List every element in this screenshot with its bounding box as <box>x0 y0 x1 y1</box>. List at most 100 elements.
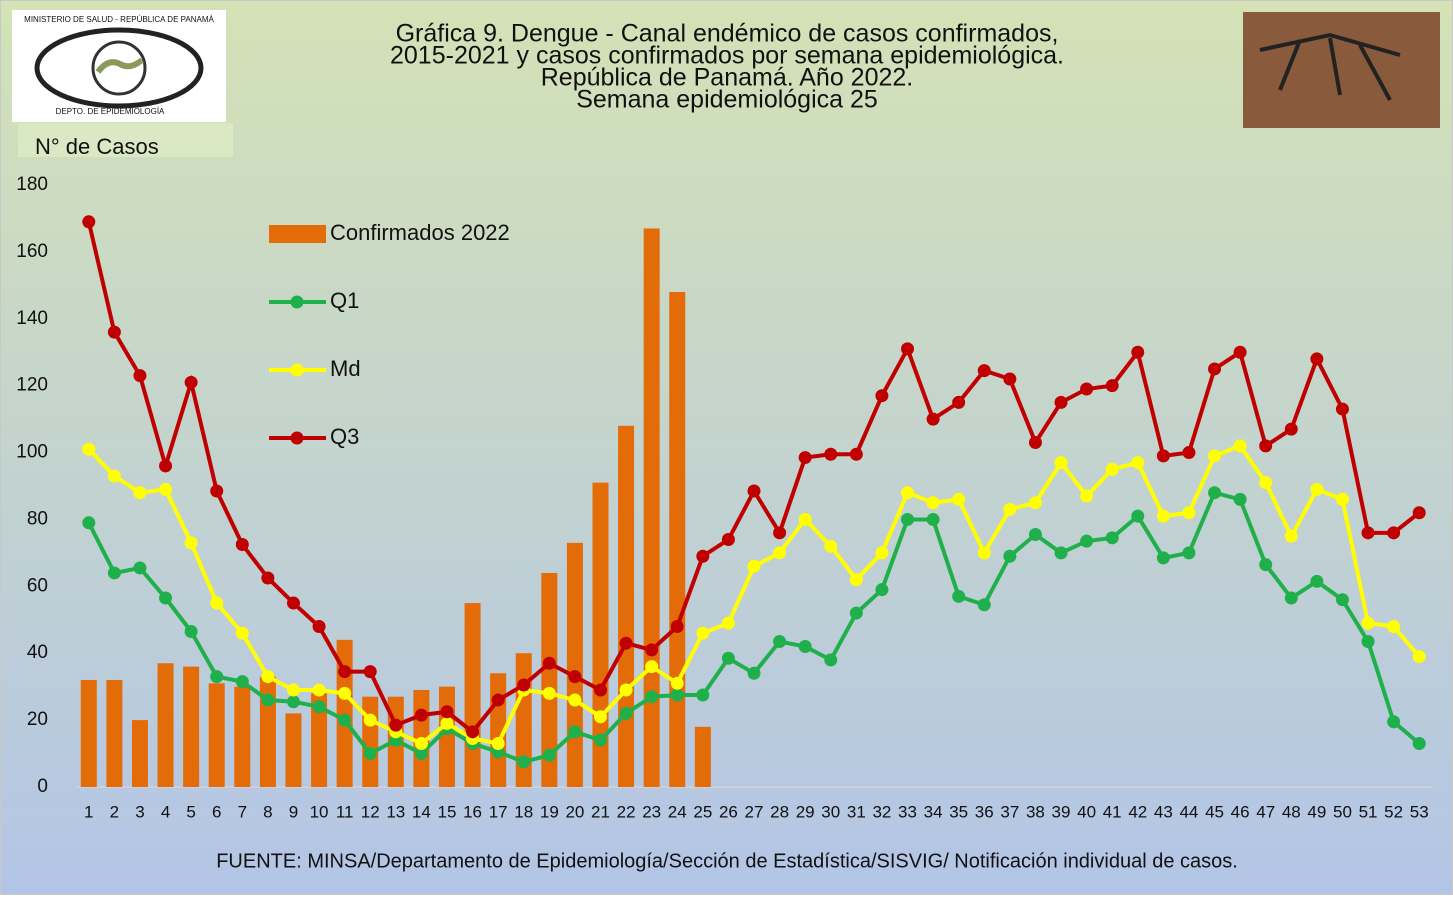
point <box>1080 490 1093 503</box>
y-tick-label: 160 <box>16 241 48 262</box>
point <box>568 725 581 738</box>
point <box>850 573 863 586</box>
bar <box>465 603 481 787</box>
point <box>1413 650 1426 663</box>
point <box>313 700 326 713</box>
bar <box>106 680 122 787</box>
point <box>1131 346 1144 359</box>
point <box>773 526 786 539</box>
point <box>159 592 172 605</box>
point <box>1131 456 1144 469</box>
point <box>159 459 172 472</box>
bar <box>695 727 711 787</box>
x-tick-label: 46 <box>1231 802 1250 821</box>
point <box>645 690 658 703</box>
point <box>1234 346 1247 359</box>
point <box>748 667 761 680</box>
x-tick-label: 36 <box>975 802 994 821</box>
x-tick-label: 22 <box>617 802 636 821</box>
x-tick-label: 9 <box>289 802 298 821</box>
bar <box>209 683 225 787</box>
point <box>108 566 121 579</box>
point <box>287 597 300 610</box>
x-tick-label: 41 <box>1103 802 1122 821</box>
point <box>1387 526 1400 539</box>
point <box>620 637 633 650</box>
point <box>210 597 223 610</box>
bar <box>132 720 148 787</box>
point <box>875 546 888 559</box>
point <box>389 719 402 732</box>
point <box>1106 531 1119 544</box>
x-tick-label: 7 <box>238 802 247 821</box>
point <box>1387 620 1400 633</box>
point <box>722 617 735 630</box>
bar <box>234 687 250 787</box>
x-tick-label: 19 <box>540 802 559 821</box>
point <box>82 516 95 529</box>
x-tick-label: 13 <box>386 802 405 821</box>
x-tick-label: 39 <box>1052 802 1071 821</box>
x-tick-label: 12 <box>361 802 380 821</box>
point <box>1387 715 1400 728</box>
x-tick-label: 52 <box>1384 802 1403 821</box>
source: FUENTE: MINSA/Departamento de Epidemiolo… <box>216 850 1238 872</box>
point <box>543 749 556 762</box>
x-tick-label: 10 <box>310 802 329 821</box>
point <box>338 714 351 727</box>
logo-bottom-text: DEPTO. DE EPIDEMIOLOGÍA <box>56 107 165 116</box>
bar <box>285 713 301 787</box>
x-tick-label: 47 <box>1256 802 1275 821</box>
point <box>594 734 607 747</box>
point <box>748 485 761 498</box>
point <box>645 643 658 656</box>
point <box>1106 379 1119 392</box>
point <box>1029 496 1042 509</box>
y-tick-label: 80 <box>27 508 48 529</box>
x-tick-label: 30 <box>821 802 840 821</box>
point <box>1106 463 1119 476</box>
x-tick-label: 38 <box>1026 802 1045 821</box>
point <box>927 513 940 526</box>
point <box>492 737 505 750</box>
point <box>236 675 249 688</box>
point <box>236 538 249 551</box>
y-tick-label: 20 <box>27 709 48 730</box>
point <box>1310 483 1323 496</box>
point <box>440 705 453 718</box>
point <box>1080 535 1093 548</box>
point <box>671 620 684 633</box>
legend-label: Confirmados 2022 <box>330 220 510 245</box>
x-tick-label: 3 <box>135 802 144 821</box>
point <box>978 598 991 611</box>
point <box>415 737 428 750</box>
y-tick-label: 40 <box>27 642 48 663</box>
point <box>1362 635 1375 648</box>
x-tick-label: 14 <box>412 802 431 821</box>
x-tick-label: 27 <box>745 802 764 821</box>
point <box>1157 551 1170 564</box>
x-tick-label: 24 <box>668 802 687 821</box>
x-tick-label: 37 <box>1000 802 1019 821</box>
point <box>620 684 633 697</box>
point <box>1336 493 1349 506</box>
point <box>261 670 274 683</box>
x-tick-label: 8 <box>263 802 272 821</box>
legend-marker <box>291 432 304 445</box>
point <box>1362 617 1375 630</box>
x-tick-label: 44 <box>1179 802 1198 821</box>
point <box>824 653 837 666</box>
point <box>927 496 940 509</box>
point <box>1029 436 1042 449</box>
point <box>1285 530 1298 543</box>
point <box>313 620 326 633</box>
point <box>1413 506 1426 519</box>
point <box>1003 503 1016 516</box>
point <box>236 627 249 640</box>
point <box>1182 546 1195 559</box>
point <box>133 369 146 382</box>
point <box>1029 528 1042 541</box>
y-tick-label: 180 <box>16 174 48 195</box>
point <box>1055 546 1068 559</box>
point <box>133 486 146 499</box>
